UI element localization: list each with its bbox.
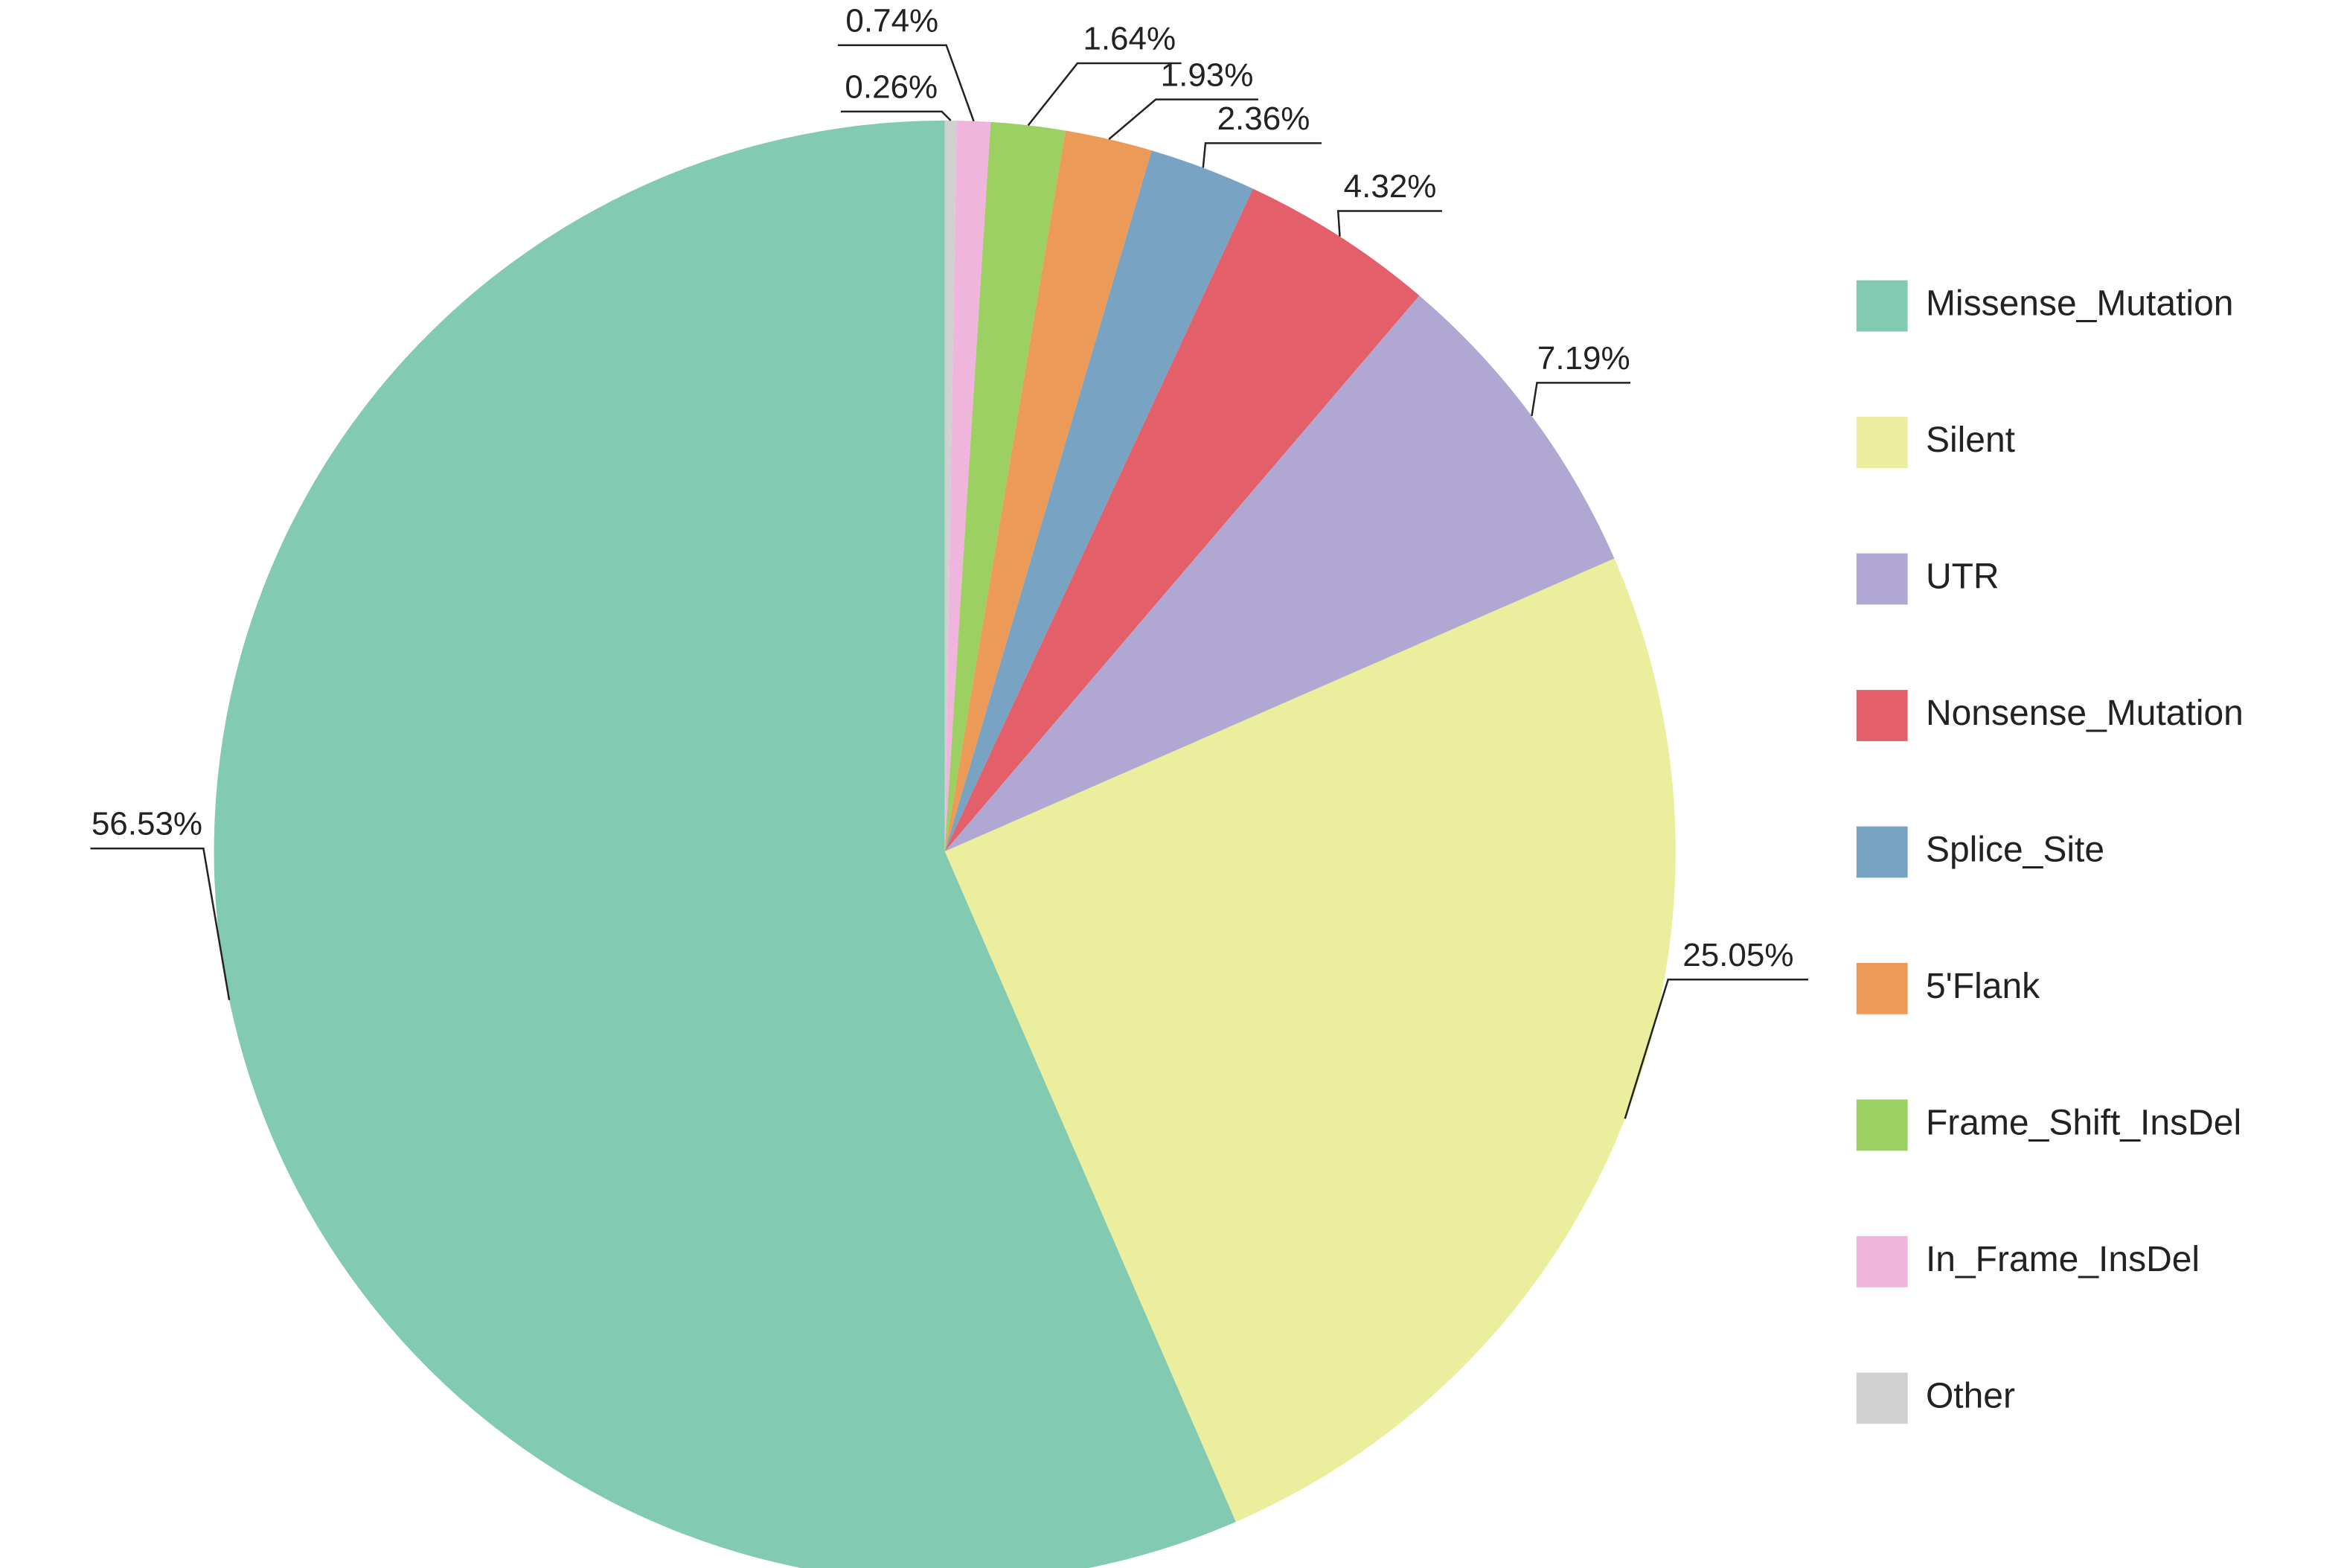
legend-label: Nonsense_Mutation bbox=[1926, 694, 2244, 733]
legend-swatch bbox=[1856, 1372, 1908, 1424]
leader-line bbox=[837, 44, 975, 122]
legend-swatch bbox=[1856, 1099, 1908, 1151]
legend-label: Other bbox=[1926, 1376, 2015, 1415]
legend-label: Splice_Site bbox=[1926, 831, 2104, 870]
value-label: 2.36% bbox=[1217, 100, 1310, 137]
value-label: 0.26% bbox=[845, 68, 938, 105]
pie-slice bbox=[944, 130, 1152, 852]
value-label: 1.93% bbox=[1161, 57, 1254, 93]
leader-line bbox=[1027, 62, 1182, 127]
legend-swatch bbox=[1856, 280, 1908, 332]
legend-swatch bbox=[1856, 1235, 1908, 1287]
pie-slice bbox=[944, 121, 957, 852]
legend-label: Missense_Mutation bbox=[1926, 284, 2234, 324]
leader-line bbox=[1531, 382, 1631, 417]
leader-line bbox=[1202, 142, 1322, 168]
pie-slice bbox=[944, 188, 1420, 852]
legend-swatch bbox=[1856, 553, 1908, 605]
leader-line bbox=[1336, 210, 1442, 237]
value-label: 0.74% bbox=[845, 2, 938, 39]
leader-line bbox=[840, 110, 952, 121]
legend-label: 5'Flank bbox=[1926, 967, 2040, 1006]
leader-line bbox=[1624, 979, 1808, 1119]
legend-swatch bbox=[1856, 690, 1908, 741]
pie-slice bbox=[944, 121, 991, 852]
legend-label: In_Frame_InsDel bbox=[1926, 1240, 2200, 1279]
legend-swatch bbox=[1856, 962, 1908, 1014]
value-label: 1.64% bbox=[1083, 21, 1176, 57]
legend-swatch bbox=[1856, 826, 1908, 878]
pie-slice bbox=[944, 295, 1615, 852]
pie-slice bbox=[214, 121, 1236, 1568]
legend-swatch bbox=[1856, 417, 1908, 468]
value-label: 7.19% bbox=[1537, 340, 1630, 377]
value-label: 4.32% bbox=[1344, 168, 1437, 205]
leader-line bbox=[1108, 98, 1258, 141]
pie-slice bbox=[944, 121, 1066, 852]
legend-label: UTR bbox=[1926, 557, 1999, 597]
value-label: 56.53% bbox=[92, 806, 202, 842]
value-label: 25.05% bbox=[1682, 937, 1793, 973]
pie-slice bbox=[944, 558, 1676, 1523]
legend-label: Frame_Shift_InsDel bbox=[1926, 1104, 2241, 1143]
leader-line bbox=[90, 847, 231, 1001]
pie-slice bbox=[944, 150, 1253, 852]
legend-label: Silent bbox=[1926, 420, 2015, 460]
